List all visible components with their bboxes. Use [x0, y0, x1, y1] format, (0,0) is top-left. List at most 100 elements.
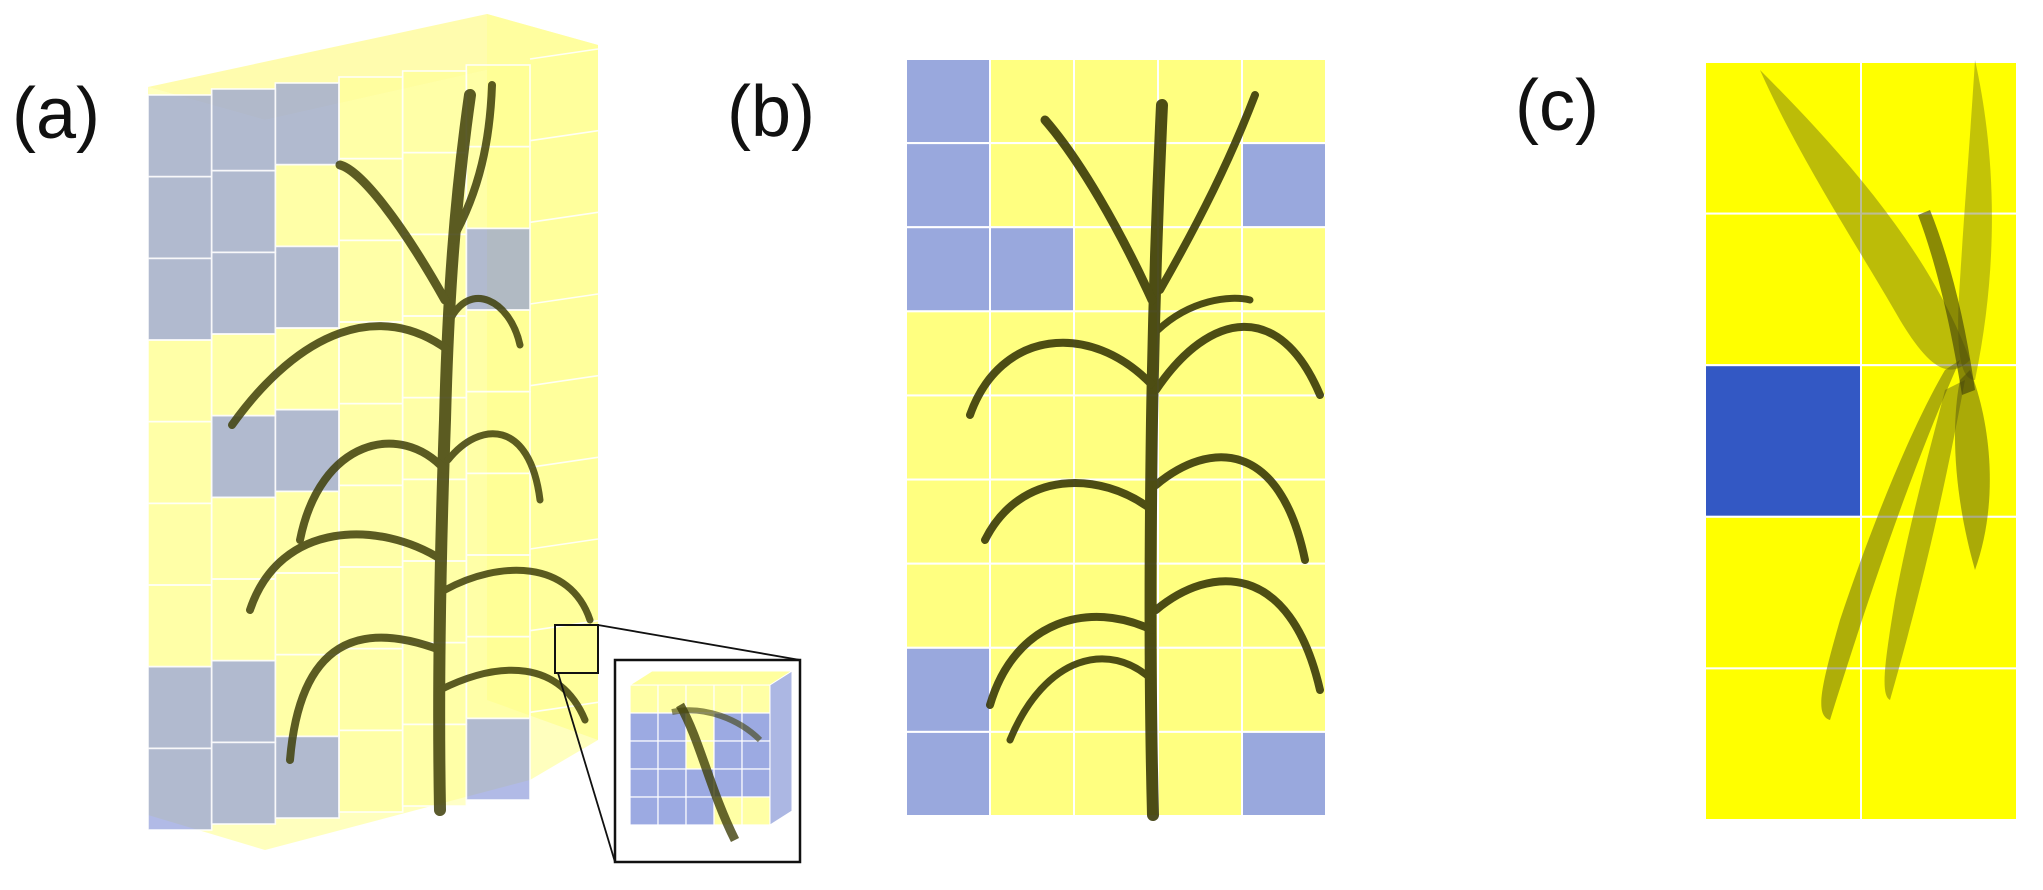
voxel-occupied: [466, 310, 530, 392]
grid-cell-occupied: [1860, 61, 2018, 215]
voxel-empty: [275, 83, 339, 165]
grid-cell-occupied: [1073, 226, 1159, 313]
panel-a: (a): [12, 14, 802, 864]
leaf: [444, 430, 544, 504]
voxel-occupied: [148, 585, 212, 667]
grid-cell-occupied: [1157, 562, 1243, 649]
zoom-connector: [557, 672, 616, 863]
voxel-occupied: [339, 240, 403, 322]
grid-cell-empty: [1241, 142, 1327, 229]
voxel-empty: [275, 246, 339, 328]
voxel-depth-edge: [529, 211, 599, 224]
leaf: [436, 666, 589, 724]
grid-cell-occupied: [1157, 478, 1243, 565]
voxel-occupied: [339, 77, 403, 159]
leaf-side: [1884, 380, 1965, 700]
inset-voxel-occupied: [713, 684, 743, 714]
inset-voxel-occupied: [629, 684, 659, 714]
voxel-depth-edge: [529, 456, 599, 469]
inset-voxel-empty: [657, 768, 687, 798]
voxel-empty: [148, 176, 212, 259]
inset-voxel-empty: [657, 796, 687, 826]
voxel-depth-edge: [529, 129, 599, 142]
leaf: [1006, 655, 1156, 744]
voxel-empty: [148, 95, 212, 177]
leaf-side: [1955, 370, 1990, 570]
inset-plant-fragment: [671, 707, 763, 743]
panel-label-a: (a): [12, 74, 100, 154]
grid-cell-empty: [1704, 364, 1862, 518]
grid-cell-occupied: [989, 478, 1075, 565]
voxel-occupied: [148, 421, 212, 504]
inset-voxel-cube: [628, 670, 794, 826]
voxel-occupied: [275, 164, 339, 247]
voxel-empty: [148, 666, 212, 749]
voxel-empty: [211, 415, 276, 498]
zoom-source-box: [554, 624, 599, 674]
leaf: [1040, 115, 1157, 305]
leaf: [966, 338, 1156, 419]
plant-stem: [1144, 99, 1168, 821]
voxel-occupied: [211, 579, 276, 661]
voxel-empty: [275, 736, 339, 818]
grid-cell-occupied: [1704, 212, 1862, 367]
leaf: [246, 530, 446, 614]
inset-voxel-empty: [629, 712, 659, 742]
voxel-occupied: [339, 485, 403, 567]
voxel-occupied: [466, 473, 530, 555]
grid-cell-empty: [905, 58, 991, 145]
voxel-depth-edge: [529, 293, 599, 305]
voxel-empty: [466, 718, 530, 800]
zoom-inset: [613, 658, 802, 864]
leaf: [1152, 453, 1309, 564]
voxel-occupied: [148, 340, 212, 422]
inset-voxel-empty: [741, 740, 771, 770]
leaf: [296, 439, 449, 544]
panel-b: (b): [727, 58, 1327, 821]
zoom-connector: [597, 624, 801, 661]
inset-voxel-empty: [657, 740, 687, 770]
voxel-block-3d: [147, 14, 599, 850]
leaf: [1152, 322, 1324, 399]
grid-cell-occupied: [1073, 562, 1159, 649]
voxel-occupied: [339, 730, 403, 812]
inset-plant-fragment: [676, 702, 740, 843]
leaf: [986, 612, 1156, 709]
voxel-depth-edge: [529, 783, 599, 795]
grid-cell-empty: [905, 142, 991, 229]
grid-cell-occupied: [989, 58, 1075, 145]
maize-plant-front: [966, 91, 1324, 821]
grid-cell-occupied: [989, 142, 1075, 229]
voxel-depth-edge: [529, 48, 599, 60]
inset-voxel-empty: [741, 768, 771, 798]
leaf: [981, 479, 1156, 544]
grid-cell-occupied: [1860, 667, 2018, 822]
voxel-occupied: [211, 497, 276, 579]
leaf: [446, 295, 524, 349]
grid-cell-occupied: [1073, 730, 1159, 818]
inset-cube-side: [769, 670, 793, 826]
panel-label-c: (c): [1515, 66, 1599, 146]
inset-voxel-empty: [629, 768, 659, 798]
inset-voxel-empty: [657, 712, 687, 742]
voxel-empty: [211, 252, 276, 334]
grid-cell-empty: [905, 730, 991, 818]
maize-plant-side: [1760, 60, 1992, 720]
leaf: [228, 322, 452, 429]
grid-cell-empty: [1241, 730, 1327, 818]
leaf: [335, 160, 450, 305]
grid-cell-occupied: [905, 562, 991, 649]
inset-cube-top: [628, 670, 794, 686]
leaf: [448, 81, 496, 244]
inset-voxel-empty: [713, 740, 743, 770]
voxel-empty: [148, 748, 212, 830]
voxel-occupied: [211, 334, 276, 416]
leaf-side: [1958, 60, 1992, 380]
voxel-empty: [211, 89, 276, 171]
panel-c-grid: [1704, 61, 2018, 822]
grid-cell-occupied: [1157, 646, 1243, 733]
leaf: [1156, 91, 1259, 294]
grid-cell-empty: [905, 226, 991, 313]
leaf-side: [1821, 360, 1960, 720]
